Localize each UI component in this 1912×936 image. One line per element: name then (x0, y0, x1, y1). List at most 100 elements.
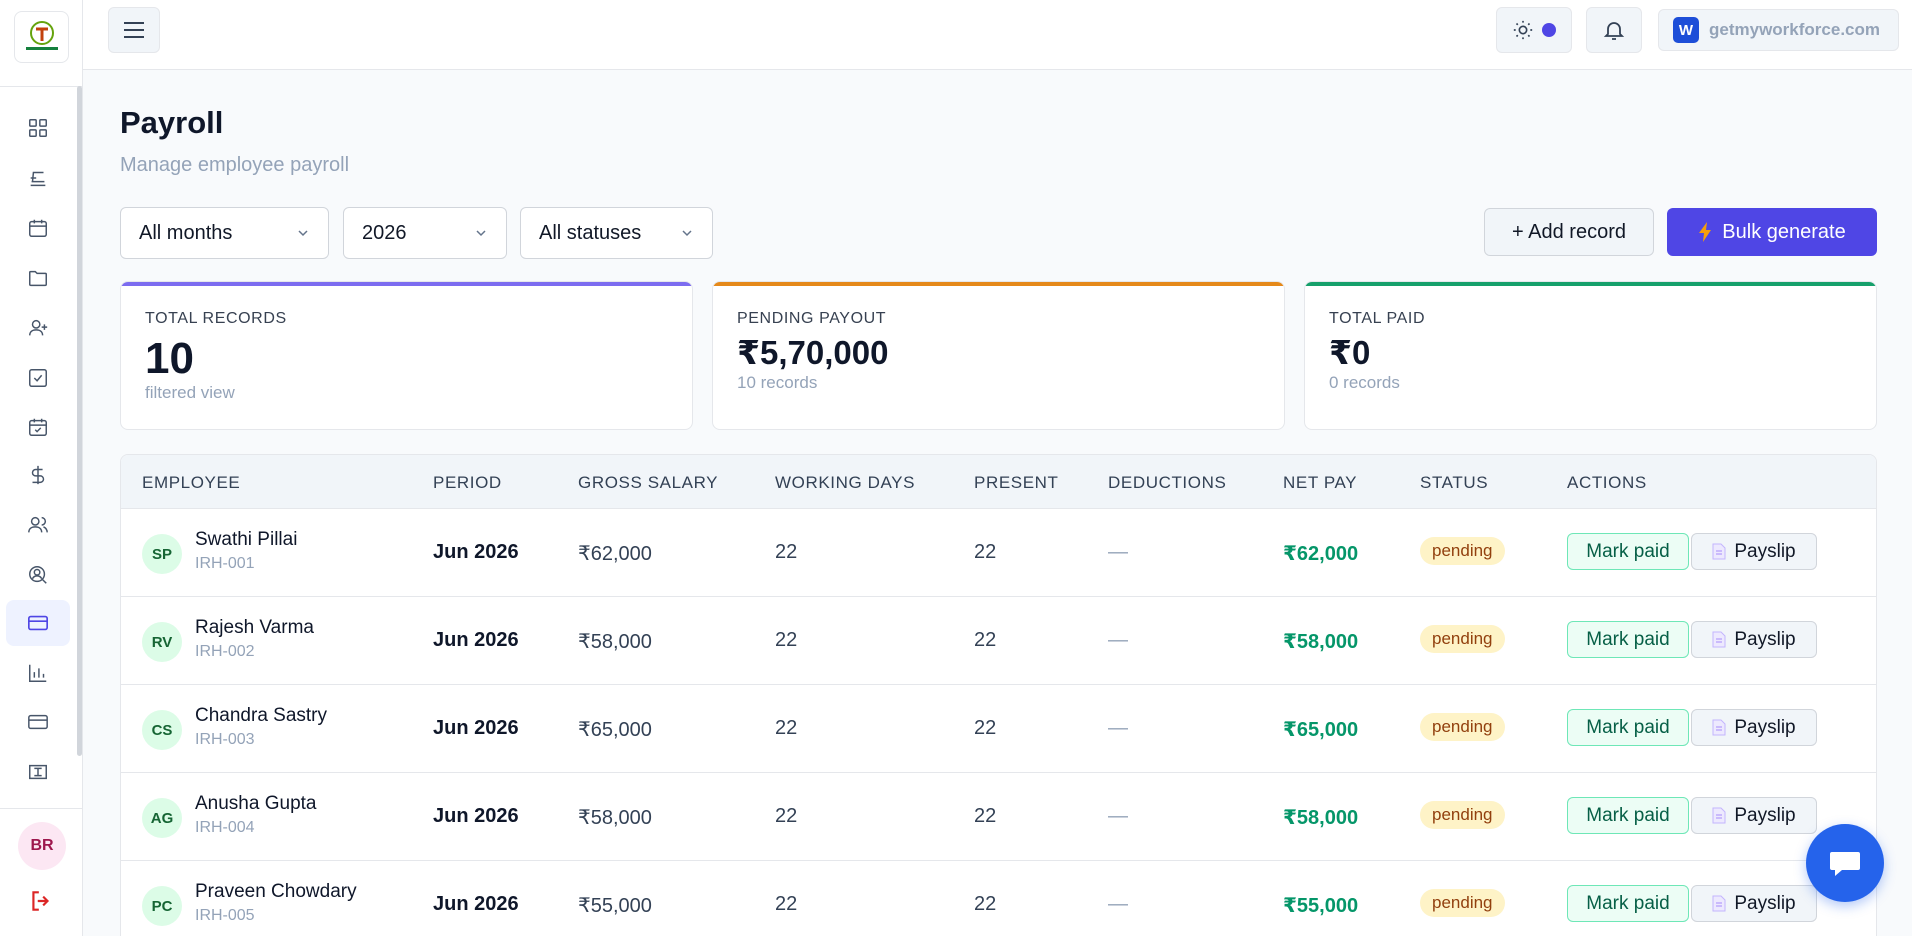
payslip-button[interactable]: Payslip (1691, 621, 1817, 658)
column-header-present[interactable]: PRESENT (974, 473, 1059, 492)
payslip-button[interactable]: Payslip (1691, 797, 1817, 834)
sidebar-item-employees[interactable] (6, 502, 70, 548)
notifications-button[interactable] (1586, 7, 1642, 53)
sidebar-item-recruitment[interactable] (6, 552, 70, 598)
sidebar-item-reports[interactable] (6, 650, 70, 696)
sidebar-item-tasks[interactable] (6, 355, 70, 401)
deductions-cell: — (1108, 629, 1128, 651)
stat-card-accent-bar (1305, 282, 1876, 286)
column-header-status[interactable]: STATUS (1420, 473, 1489, 492)
gross-salary-cell: ₹55,000 (578, 895, 652, 917)
chat-support-button[interactable] (1806, 824, 1884, 902)
working-days-cell: 22 (775, 717, 798, 739)
desk-icon (30, 171, 46, 187)
payslip-label: Payslip (1734, 540, 1796, 562)
sidebar-item-expenses[interactable] (6, 452, 70, 498)
sidebar-item-documents[interactable] (6, 255, 70, 301)
employee-name[interactable]: Swathi Pillai (195, 529, 298, 550)
menu-toggle-button[interactable] (108, 7, 160, 53)
sidebar-scrollbar[interactable] (77, 86, 82, 756)
period-cell: Jun 2026 (433, 893, 519, 915)
year-filter-select[interactable]: 2026 (343, 207, 507, 259)
employee-id: IRH-001 (195, 555, 255, 572)
status-filter-select[interactable]: All statuses (520, 207, 713, 259)
gross-salary-cell: ₹65,000 (578, 719, 652, 741)
gross-salary-cell: ₹58,000 (578, 631, 652, 653)
month-filter-select[interactable]: All months (120, 207, 329, 259)
bar-chart-icon (29, 664, 47, 682)
employee-name[interactable]: Rajesh Varma (195, 617, 314, 638)
dollar-icon (31, 465, 45, 485)
column-header-working-days[interactable]: WORKING DAYS (775, 473, 916, 492)
net-pay-cell: ₹58,000 (1283, 807, 1359, 829)
employee-name[interactable]: Praveen Chowdary (195, 881, 357, 902)
column-header-period[interactable]: PERIOD (433, 473, 502, 492)
hamburger-icon (124, 22, 144, 38)
stat-label: PENDING PAYOUT (737, 310, 887, 327)
chevron-down-icon (298, 230, 308, 237)
column-header-deductions[interactable]: DEDUCTIONS (1108, 473, 1227, 492)
table-row[interactable]: RV Rajesh Varma IRH-002 Jun 2026 ₹58,000… (121, 597, 1876, 685)
status-filter-value: All statuses (539, 221, 642, 244)
theme-indicator-dot (1542, 23, 1556, 37)
table-row[interactable]: CS Chandra Sastry IRH-003 Jun 2026 ₹65,0… (121, 685, 1876, 773)
stat-value: ₹5,70,000 (737, 334, 889, 371)
dashboard-grid-icon (29, 119, 47, 137)
table-row[interactable]: PC Praveen Chowdary IRH-005 Jun 2026 ₹55… (121, 861, 1876, 936)
sidebar-item-calendar[interactable] (6, 205, 70, 251)
column-header-gross-salary[interactable]: GROSS SALARY (578, 473, 719, 492)
stat-card-accent-bar (121, 282, 692, 286)
card-icon (28, 714, 48, 730)
column-header-employee[interactable]: EMPLOYEE (142, 473, 241, 492)
sidebar-item-attendance[interactable] (6, 404, 70, 450)
column-header-net-pay[interactable]: NET PAY (1283, 473, 1358, 492)
sidebar: BR (0, 0, 83, 936)
employee-id: IRH-004 (195, 819, 255, 836)
net-pay-cell: ₹62,000 (1283, 543, 1359, 565)
sidebar-item-dashboard[interactable] (6, 105, 70, 151)
sidebar-item-billing[interactable] (6, 699, 70, 745)
table-row[interactable]: SP Swathi Pillai IRH-001 Jun 2026 ₹62,00… (121, 509, 1876, 597)
user-avatar[interactable]: BR (18, 822, 66, 870)
working-days-cell: 22 (775, 893, 798, 915)
mark-paid-button[interactable]: Mark paid (1567, 885, 1689, 922)
net-pay-cell: ₹65,000 (1283, 719, 1359, 741)
payslip-button[interactable]: Payslip (1691, 709, 1817, 746)
employee-id: IRH-003 (195, 731, 255, 748)
topbar: W getmyworkforce.com (83, 0, 1912, 70)
stat-note: 10 records (737, 373, 818, 392)
sidebar-item-onboarding[interactable] (6, 305, 70, 351)
employee-name[interactable]: Anusha Gupta (195, 793, 317, 814)
company-logo[interactable] (14, 11, 69, 63)
logout-icon[interactable] (28, 888, 54, 914)
add-record-button[interactable]: + Add record (1484, 208, 1654, 256)
document-icon (1712, 807, 1726, 824)
status-badge: pending (1420, 625, 1505, 653)
theme-toggle-button[interactable] (1496, 7, 1572, 53)
employee-id: IRH-002 (195, 643, 255, 660)
table-row[interactable]: AG Anusha Gupta IRH-004 Jun 2026 ₹58,000… (121, 773, 1876, 861)
mark-paid-button[interactable]: Mark paid (1567, 533, 1689, 570)
mark-paid-button[interactable]: Mark paid (1567, 797, 1689, 834)
mark-paid-button[interactable]: Mark paid (1567, 709, 1689, 746)
sidebar-item-payroll[interactable] (6, 600, 70, 646)
payslip-button[interactable]: Payslip (1691, 885, 1817, 922)
bell-icon (1603, 22, 1625, 40)
stat-card-pending-payout: PENDING PAYOUT ₹5,70,000 10 records (712, 281, 1285, 430)
period-cell: Jun 2026 (433, 805, 519, 827)
payslip-button[interactable]: Payslip (1691, 533, 1817, 570)
sidebar-item-desk[interactable] (6, 155, 70, 201)
status-badge: pending (1420, 537, 1505, 565)
stat-card-total-records: TOTAL RECORDS 10 filtered view (120, 281, 693, 430)
status-badge: pending (1420, 713, 1505, 741)
bulk-generate-button[interactable]: Bulk generate (1667, 208, 1877, 256)
deductions-cell: — (1108, 717, 1128, 739)
folder-icon (29, 270, 47, 287)
sidebar-item-tickets[interactable] (6, 749, 70, 795)
employee-avatar: CS (142, 710, 182, 750)
mark-paid-button[interactable]: Mark paid (1567, 621, 1689, 658)
checkbox-icon (29, 369, 47, 387)
working-days-cell: 22 (775, 629, 798, 651)
workspace-switcher[interactable]: W getmyworkforce.com (1658, 9, 1899, 51)
employee-name[interactable]: Chandra Sastry (195, 705, 328, 726)
